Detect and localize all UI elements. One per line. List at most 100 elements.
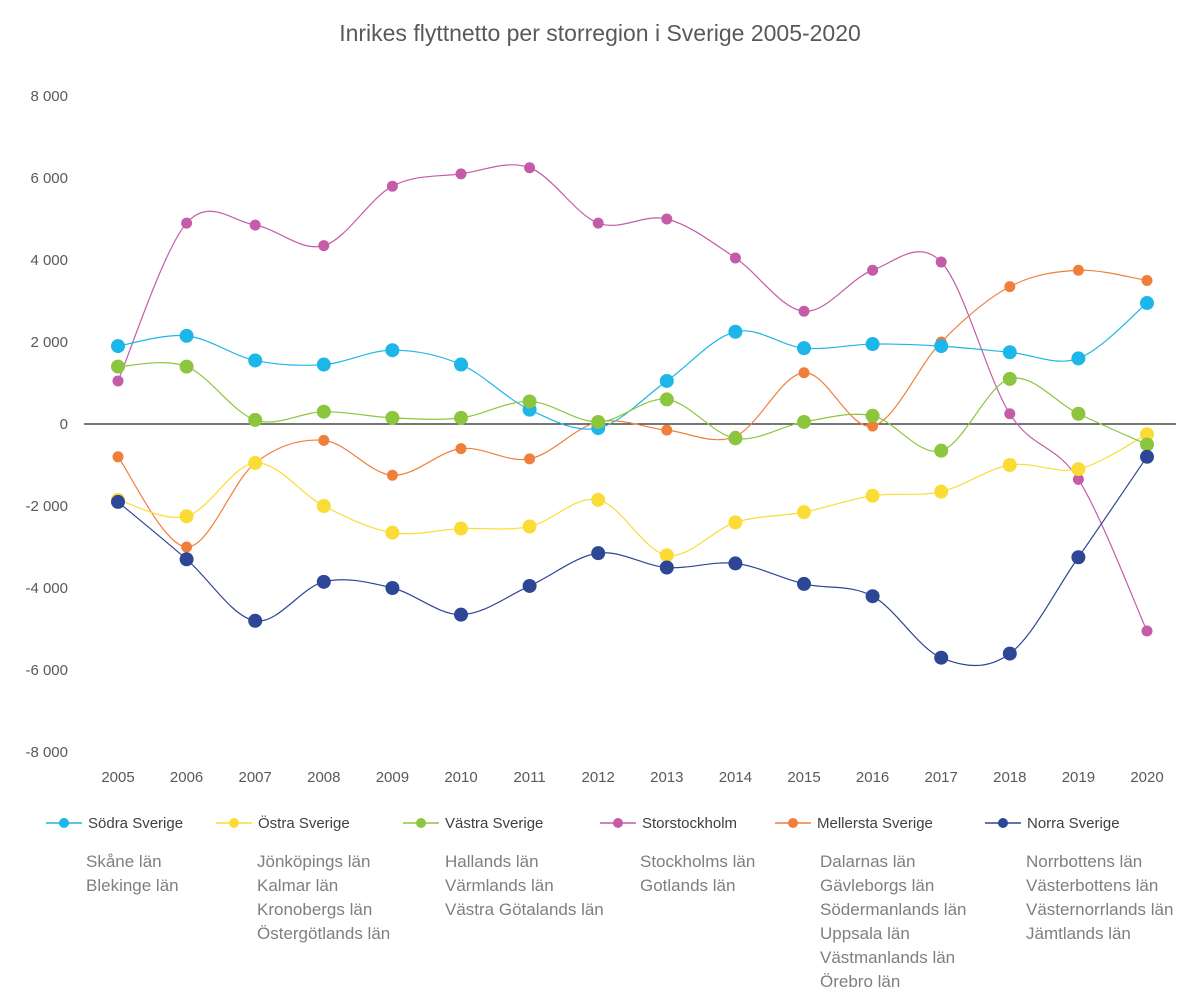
data-point xyxy=(455,443,467,455)
data-point xyxy=(248,412,263,427)
data-point xyxy=(729,252,741,264)
region-label: Västmanlands län xyxy=(820,948,955,967)
legend-marker xyxy=(613,818,623,828)
region-label: Stockholms län xyxy=(640,852,755,871)
series-line xyxy=(117,269,1148,548)
legend: Södra Sverige Östra Sverige Västra Sverige… xyxy=(46,814,1120,832)
data-point xyxy=(865,337,880,352)
data-point xyxy=(386,469,398,481)
region-label: Blekinge län xyxy=(86,876,179,895)
y-tick-label: 2 000 xyxy=(30,334,68,351)
region-label: Västerbottens län xyxy=(1026,876,1158,895)
data-point xyxy=(659,392,674,407)
y-tick-label: -8 000 xyxy=(25,744,68,761)
chart-title: Inrikes flyttnetto per storregion i Sver… xyxy=(339,20,861,46)
data-point xyxy=(797,505,811,520)
data-point xyxy=(1002,646,1017,661)
data-point xyxy=(179,509,194,524)
region-label: Hallands län xyxy=(445,852,539,871)
data-point xyxy=(591,492,606,507)
data-point xyxy=(1072,264,1084,276)
data-point xyxy=(179,328,194,343)
series-storstockholm xyxy=(112,162,1153,637)
data-point xyxy=(179,552,194,567)
legend-item: Norra Sverige xyxy=(985,815,1120,832)
data-point xyxy=(249,219,261,231)
x-tick-label: 2017 xyxy=(925,769,958,786)
data-point xyxy=(385,581,400,595)
data-point xyxy=(659,373,674,388)
region-label: Gävleborgs län xyxy=(820,876,934,895)
data-point xyxy=(454,607,468,622)
x-axis: 2005 2006 2007 2008 2009 2010 2011 2012 2013 2014… xyxy=(101,769,1163,786)
data-point xyxy=(1004,281,1016,293)
x-tick-label: 2005 xyxy=(101,769,134,786)
region-label: Jönköpings län xyxy=(257,852,370,871)
data-point xyxy=(798,367,810,379)
x-tick-label: 2009 xyxy=(376,769,409,786)
data-point xyxy=(1002,345,1017,360)
region-label: Västra Götalands län xyxy=(445,900,604,919)
data-point xyxy=(111,494,125,509)
series-östra-sverige xyxy=(111,427,1154,563)
data-point xyxy=(934,339,949,354)
data-point xyxy=(934,484,949,499)
x-tick-label: 2018 xyxy=(993,769,1026,786)
region-label: Värmlands län xyxy=(445,876,554,895)
legend-label: Västra Sverige xyxy=(445,815,543,832)
data-point xyxy=(1140,449,1154,464)
legend-item: Västra Sverige xyxy=(403,815,543,832)
region-label: Dalarnas län xyxy=(820,852,915,871)
y-tick-label: 4 000 xyxy=(30,252,68,269)
y-tick-label: -4 000 xyxy=(25,580,68,597)
x-tick-label: 2020 xyxy=(1130,769,1163,786)
data-point xyxy=(316,357,331,372)
data-point xyxy=(385,410,400,425)
series-line xyxy=(117,433,1148,556)
region-list: Stockholms län Gotlands län xyxy=(640,852,755,895)
legend-item: Östra Sverige xyxy=(216,814,350,832)
data-point xyxy=(865,408,880,423)
region-list: Norrbottens län Västerbottens län Västerno… xyxy=(1026,852,1173,943)
data-point xyxy=(865,589,880,604)
data-point xyxy=(454,521,468,536)
data-point xyxy=(454,410,468,425)
data-point xyxy=(385,343,400,358)
data-point xyxy=(728,324,743,339)
data-point xyxy=(867,264,879,276)
data-point xyxy=(592,217,604,229)
series-södra-sverige xyxy=(111,296,1154,436)
x-tick-label: 2008 xyxy=(307,769,340,786)
data-point xyxy=(316,574,331,589)
x-tick-label: 2016 xyxy=(856,769,889,786)
data-point xyxy=(1140,296,1154,311)
data-point xyxy=(318,240,330,252)
region-list: Hallands län Värmlands län Västra Götaland… xyxy=(445,852,604,919)
data-point xyxy=(522,519,537,534)
data-point xyxy=(248,353,263,368)
data-point xyxy=(728,515,743,530)
data-point xyxy=(865,488,880,503)
series-norra-sverige xyxy=(111,449,1154,667)
region-label: Västernorrlands län xyxy=(1026,900,1173,919)
legend-marker xyxy=(59,818,69,828)
data-point xyxy=(316,499,331,513)
data-point xyxy=(386,180,398,192)
data-point xyxy=(934,443,949,458)
y-tick-label: -2 000 xyxy=(25,498,68,515)
data-point xyxy=(385,525,400,540)
x-tick-label: 2011 xyxy=(513,769,545,786)
series-line xyxy=(117,362,1148,452)
data-point xyxy=(1072,473,1084,485)
data-point xyxy=(659,560,674,575)
data-point xyxy=(112,375,124,387)
series-mellersta-sverige xyxy=(112,264,1153,553)
data-point xyxy=(1071,462,1086,477)
region-label: Kalmar län xyxy=(257,876,338,895)
series-line xyxy=(117,456,1148,667)
x-tick-label: 2014 xyxy=(719,769,752,786)
series-line xyxy=(117,302,1148,430)
data-point xyxy=(454,357,468,372)
data-point xyxy=(1004,408,1016,420)
data-point xyxy=(728,556,743,571)
